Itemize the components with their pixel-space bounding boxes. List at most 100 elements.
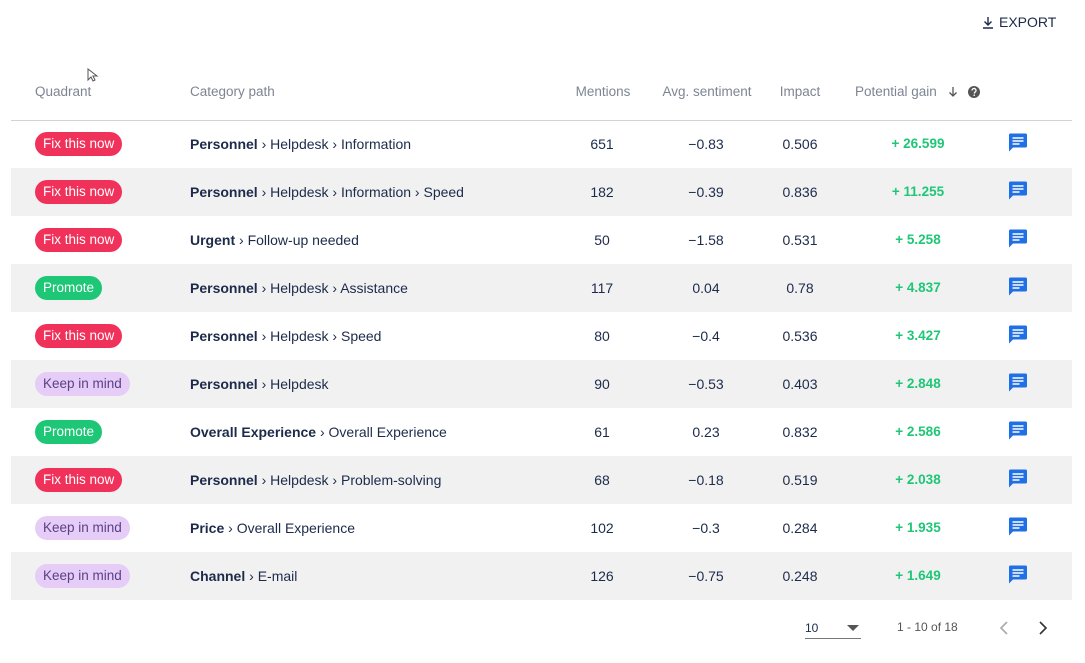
category-path: PersonnelHelpdeskInformationSpeed xyxy=(190,168,464,216)
mentions: 61 xyxy=(594,424,610,440)
export-button[interactable]: EXPORT xyxy=(982,12,1056,32)
mentions: 68 xyxy=(594,472,610,488)
sort-help-icons xyxy=(949,86,980,98)
table-row: Fix this now PersonnelHelpdeskInformation… xyxy=(11,120,1072,168)
impact: 0.248 xyxy=(782,568,818,584)
comments-button[interactable] xyxy=(1007,564,1029,586)
impact: 0.536 xyxy=(782,328,818,344)
comments-button[interactable] xyxy=(1007,276,1029,298)
table-row: Keep in mind PersonnelHelpdesk 90 −0.53 0.40… xyxy=(11,360,1072,408)
category-path: PersonnelHelpdeskSpeed xyxy=(190,312,381,360)
category-path: PersonnelHelpdeskInformation xyxy=(190,120,411,168)
column-header: Potential gain xyxy=(855,84,980,99)
column-header: Impact xyxy=(779,84,821,99)
category-path: PersonnelHelpdeskProblem-solving xyxy=(190,456,441,504)
potential-gain: + 2.586 xyxy=(895,424,941,439)
category-path: ChannelE-mail xyxy=(190,552,297,600)
prev-page[interactable] xyxy=(998,620,1010,636)
comment-icon xyxy=(1009,181,1027,200)
path-segment: Helpdesk xyxy=(258,376,329,392)
comment-icon xyxy=(1009,421,1027,440)
comments-button[interactable] xyxy=(1007,180,1029,202)
quadrant-badge: Keep in mind xyxy=(35,372,130,396)
quadrant-badge: Fix this now xyxy=(35,180,123,204)
quadrant-badge: Promote xyxy=(35,420,103,444)
potential-gain: + 5.258 xyxy=(895,232,941,247)
export-icon xyxy=(983,16,993,29)
category-path: PersonnelHelpdeskAssistance xyxy=(190,264,408,312)
comment-icon xyxy=(1009,133,1027,152)
avg-sentiment: 0.04 xyxy=(692,280,720,296)
comments-button[interactable] xyxy=(1007,228,1029,250)
path-segment: Helpdesk xyxy=(258,472,329,488)
table-row: Promote Overall ExperienceOverall Experie… xyxy=(11,408,1072,456)
cursor xyxy=(87,68,99,82)
mentions: 117 xyxy=(590,280,614,296)
table-row: Fix this now PersonnelHelpdeskInformation… xyxy=(11,168,1072,216)
impact: 0.506 xyxy=(782,136,818,152)
comments-button[interactable] xyxy=(1007,324,1029,346)
comments-button[interactable] xyxy=(1007,372,1029,394)
export-label: EXPORT xyxy=(999,14,1057,30)
quadrant-badge: Keep in mind xyxy=(35,564,130,588)
path-segment: Urgent xyxy=(190,232,236,248)
path-segment: Information xyxy=(329,184,412,200)
table-row: Fix this now UrgentFollow-up needed 50 −1.5… xyxy=(11,216,1072,264)
impact: 0.836 xyxy=(782,184,818,200)
mentions: 50 xyxy=(594,232,610,248)
potential-gain: + 11.255 xyxy=(891,184,945,199)
avg-sentiment: −0.3 xyxy=(692,520,720,536)
table-row: Promote PersonnelHelpdeskAssistance 117 0.0… xyxy=(11,264,1072,312)
path-segment: Helpdesk xyxy=(258,184,329,200)
impact: 0.519 xyxy=(782,472,818,488)
mentions: 182 xyxy=(590,184,614,200)
path-segment: Helpdesk xyxy=(258,280,329,296)
path-segment: Helpdesk xyxy=(258,328,329,344)
potential-gain: + 26.599 xyxy=(891,136,945,151)
table-row: Keep in mind ChannelE-mail 126 −0.75 0.248 + … xyxy=(11,552,1072,600)
avg-sentiment: −1.58 xyxy=(688,232,724,248)
comment-icon xyxy=(1009,565,1027,584)
comment-icon xyxy=(1009,325,1027,344)
path-segment: Overall Experience xyxy=(224,520,355,536)
path-segment: Personnel xyxy=(190,328,258,344)
path-segment: Personnel xyxy=(190,376,258,392)
path-segment: Overall Experience xyxy=(190,424,317,440)
category-path: PersonnelHelpdesk xyxy=(190,360,329,408)
comments-button[interactable] xyxy=(1007,132,1029,154)
page-range: 1 - 10 of 18 xyxy=(897,620,958,634)
avg-sentiment: −0.53 xyxy=(688,376,724,392)
table-row: Fix this now PersonnelHelpdeskSpeed 80 −0.4… xyxy=(11,312,1072,360)
path-segment: Assistance xyxy=(329,280,408,296)
path-segment: Follow-up needed xyxy=(235,232,359,248)
comments-button[interactable] xyxy=(1007,516,1029,538)
category-path: PriceOverall Experience xyxy=(190,504,355,552)
column-header: Category path xyxy=(190,84,275,99)
comments-button[interactable] xyxy=(1007,420,1029,442)
next-page[interactable] xyxy=(1037,620,1049,636)
table-row: Keep in mind PriceOverall Experience 102 −0… xyxy=(11,504,1072,552)
category-path: Overall ExperienceOverall Experience xyxy=(190,408,447,456)
comment-icon xyxy=(1009,373,1027,392)
header-divider xyxy=(11,120,1072,121)
comment-icon xyxy=(1009,277,1027,296)
potential-gain: + 1.935 xyxy=(895,520,941,535)
comment-icon xyxy=(1009,229,1027,248)
impact: 0.832 xyxy=(782,424,818,440)
path-segment: Channel xyxy=(190,568,246,584)
mentions: 102 xyxy=(590,520,614,536)
quadrant-badge: Fix this now xyxy=(35,468,123,492)
path-segment: Personnel xyxy=(190,184,258,200)
path-segment: Helpdesk xyxy=(258,136,329,152)
avg-sentiment: −0.18 xyxy=(688,472,724,488)
mentions: 80 xyxy=(594,328,610,344)
impact: 0.284 xyxy=(782,520,818,536)
path-segment: Speed xyxy=(411,184,464,200)
comments-button[interactable] xyxy=(1007,468,1029,490)
page-size-select[interactable]: 10 xyxy=(805,618,861,639)
comment-icon xyxy=(1009,517,1027,536)
mentions: 90 xyxy=(594,376,610,392)
category-path: UrgentFollow-up needed xyxy=(190,216,359,264)
path-segment: Personnel xyxy=(190,472,258,488)
